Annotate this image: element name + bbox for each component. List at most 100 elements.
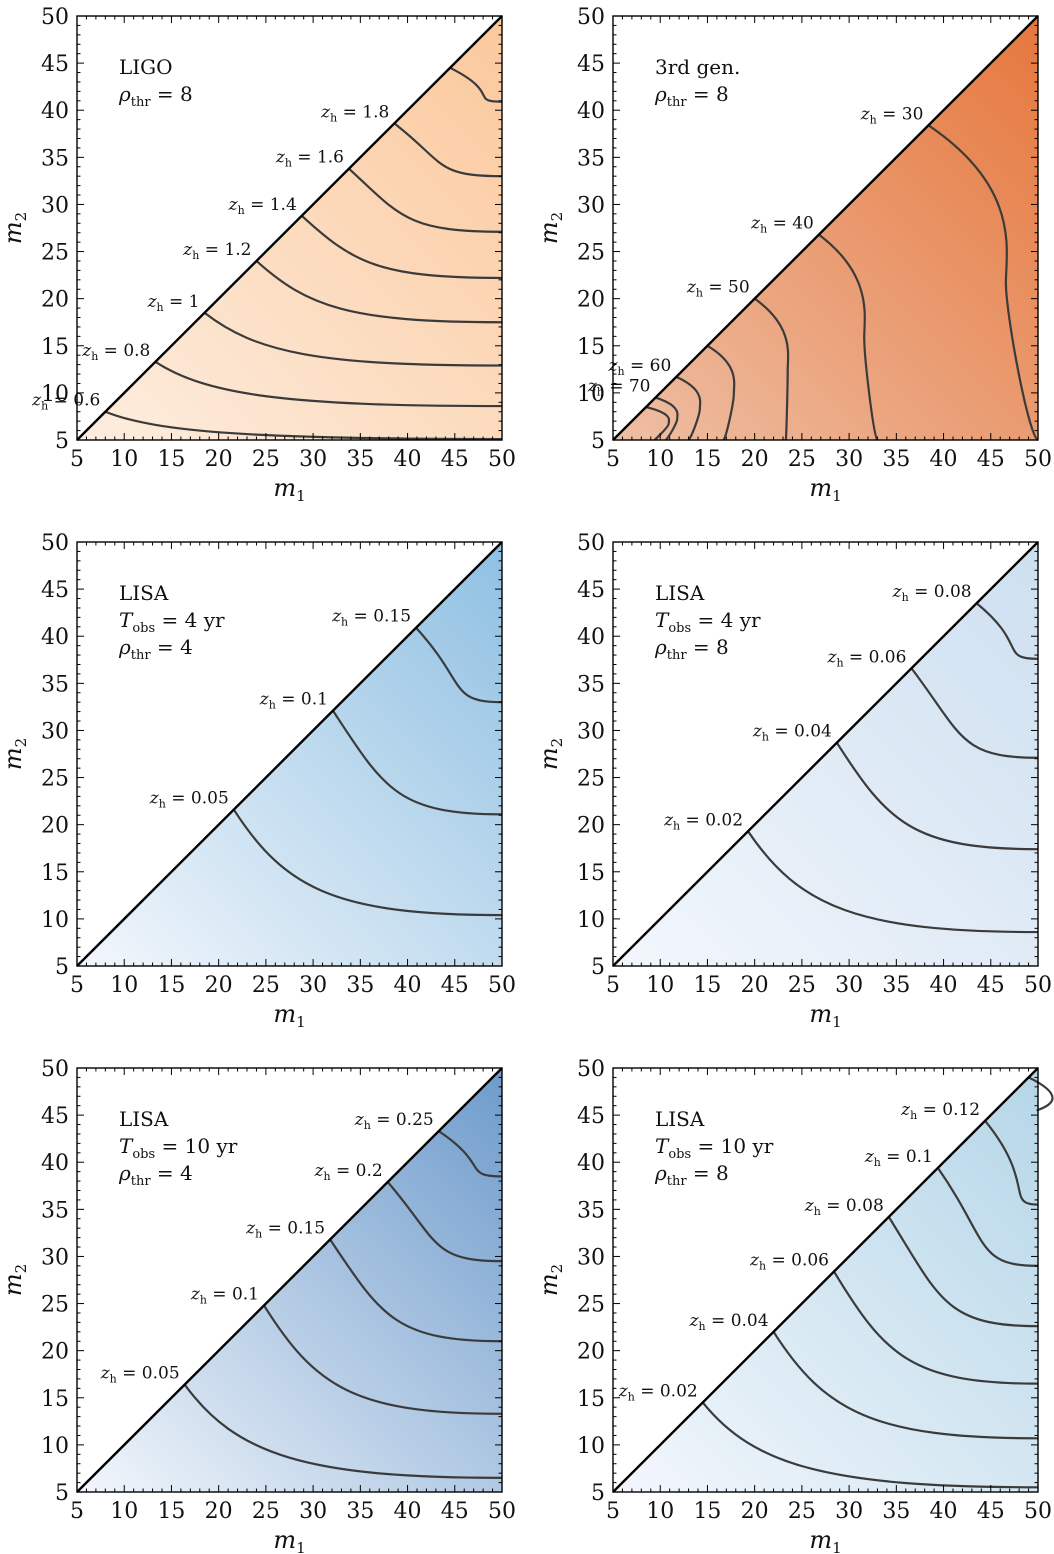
y-tick-label: 5 (55, 429, 69, 454)
annotation-line: ρthr = 8 (654, 635, 729, 663)
y-tick-label: 40 (577, 1151, 605, 1176)
contour-label: zh = 0.25 (354, 1110, 434, 1132)
y-tick-label: 35 (41, 146, 69, 171)
x-tick-label: 40 (394, 973, 422, 998)
y-tick-label: 20 (41, 288, 69, 313)
x-tick-label: 40 (394, 1499, 422, 1524)
y-tick-label: 10 (577, 1434, 605, 1459)
x-tick-label: 45 (977, 973, 1005, 998)
y-tick-label: 5 (591, 429, 605, 454)
y-tick-label: 25 (41, 1293, 69, 1318)
contour-line (936, 1167, 1039, 1267)
contour-line (772, 1331, 1039, 1440)
x-tick-label: 20 (741, 973, 769, 998)
x-tick-label: 25 (788, 973, 816, 998)
x-tick-label: 40 (930, 1499, 958, 1524)
contour-line (183, 1383, 503, 1479)
x-tick-label: 25 (252, 1499, 280, 1524)
x-tick-label: 35 (882, 447, 910, 472)
x-tick-label: 45 (441, 1499, 469, 1524)
x-tick-label: 15 (693, 1499, 721, 1524)
contour-label: zh = 70 (587, 377, 651, 399)
x-tick-label: 10 (646, 973, 674, 998)
contour-label: zh = 0.6 (31, 391, 100, 413)
x-axis-label: m1 (809, 1000, 841, 1031)
y-tick-label: 25 (41, 241, 69, 266)
y-tick-label: 15 (41, 861, 69, 886)
x-tick-label: 5 (606, 973, 620, 998)
y-tick-label: 50 (577, 1057, 605, 1082)
x-tick-label: 50 (1024, 1499, 1052, 1524)
contour-line (835, 742, 1039, 851)
panel-6: zh = 0.02 zh = 0.04 zh = 0.06 zh = 0.08 zh =… (535, 1057, 1054, 1554)
annotation-line: ρthr = 8 (118, 82, 193, 110)
y-tick-label: 15 (577, 861, 605, 886)
y-tick-label: 45 (577, 52, 605, 77)
detector-annotation: 3rd gen. ρthr = 8 (654, 55, 740, 110)
y-axis-label: m2 (535, 738, 566, 770)
contour-line (754, 297, 790, 441)
x-tick-label: 30 (299, 1499, 327, 1524)
x-tick-label: 30 (835, 447, 863, 472)
x-tick-label: 30 (835, 1499, 863, 1524)
contour-line (747, 830, 1039, 934)
ticks (76, 1067, 503, 1493)
x-tick-label: 50 (488, 447, 516, 472)
contour-line (329, 1238, 503, 1343)
contour-line (301, 214, 503, 280)
x-tick-label: 10 (110, 973, 138, 998)
y-tick-label: 30 (41, 1245, 69, 1270)
y-tick-label: 5 (55, 1481, 69, 1506)
annotation-line: LISA (655, 581, 705, 605)
x-axis-label: m1 (809, 1526, 841, 1554)
equal-mass-line (612, 541, 1039, 967)
y-tick-label: 15 (577, 335, 605, 360)
contour-label: zh = 0.02 (663, 810, 743, 832)
y-tick-label: 40 (41, 1151, 69, 1176)
x-tick-label: 40 (930, 973, 958, 998)
panel-4: zh = 0.02 zh = 0.04 zh = 0.06 zh = 0.08 5 10 1… (535, 531, 1052, 1031)
axes-frame (612, 15, 1039, 441)
y-tick-label: 35 (41, 672, 69, 697)
x-tick-label: 5 (606, 447, 620, 472)
x-tick-label: 20 (741, 1499, 769, 1524)
y-tick-label: 25 (577, 767, 605, 792)
annotation-line: ρthr = 4 (118, 1161, 193, 1189)
contour-line (332, 710, 503, 816)
y-tick-label: 30 (41, 719, 69, 744)
y-tick-label: 30 (577, 719, 605, 744)
contour-line (415, 627, 503, 704)
x-axis-label: m1 (809, 474, 841, 505)
axes-frame (612, 541, 1039, 967)
contour-line (975, 602, 1039, 660)
y-tick-label: 50 (41, 1057, 69, 1082)
annotation-line: Tobs = 10 yr (655, 1134, 774, 1162)
y-axis-label: m2 (0, 738, 30, 770)
contour-line (104, 410, 503, 441)
y-tick-label: 10 (41, 908, 69, 933)
x-tick-label: 50 (488, 1499, 516, 1524)
contour-line (701, 1401, 1039, 1489)
annotation-line: LISA (119, 1107, 169, 1131)
x-tick-label: 35 (346, 973, 374, 998)
equal-mass-line (76, 541, 503, 967)
y-axis-label: m2 (0, 212, 30, 244)
contour-line (645, 405, 671, 441)
contour-label: zh = 0.15 (245, 1218, 325, 1240)
x-tick-label: 45 (441, 973, 469, 998)
y-tick-label: 15 (577, 1387, 605, 1412)
contour-line (833, 1270, 1039, 1385)
x-tick-label: 15 (157, 1499, 185, 1524)
annotation-line: Tobs = 10 yr (119, 1134, 238, 1162)
y-tick-label: 50 (577, 531, 605, 556)
y-tick-label: 10 (41, 1434, 69, 1459)
contour-label: zh = 0.02 (618, 1381, 698, 1403)
y-tick-label: 5 (591, 1481, 605, 1506)
y-axis-label: m2 (535, 212, 566, 244)
contour-label: zh = 0.05 (149, 789, 229, 811)
contour-label: zh = 0.1 (864, 1147, 933, 1169)
y-tick-label: 45 (41, 1104, 69, 1129)
annotation-line: LIGO (119, 55, 173, 79)
